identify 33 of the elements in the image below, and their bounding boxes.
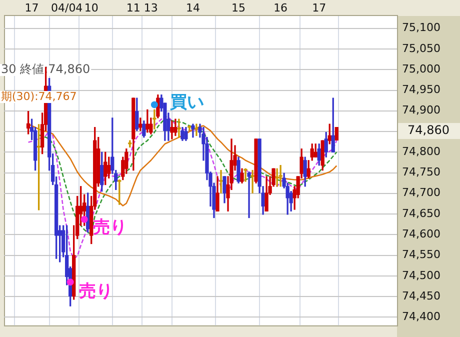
point	[66, 278, 74, 286]
line-series	[38, 118, 338, 234]
annotation: 買い	[169, 92, 204, 112]
x-tick-label: 17	[24, 1, 39, 14]
point	[150, 101, 158, 108]
y-tick-label: 74,600	[402, 228, 440, 240]
y-tick-label: 74,400	[402, 310, 440, 324]
y-tick-label: 74,950	[402, 83, 440, 96]
x-tick-label: 11	[126, 1, 140, 14]
y-tick-label: 74,550	[402, 248, 440, 262]
y-tick-label: 74,500	[402, 268, 440, 282]
x-tick-label: 14	[186, 1, 200, 14]
x-tick-label: 16	[274, 1, 288, 14]
y-tick-label: 74,650	[402, 206, 440, 220]
y-tick-label: 74,750	[402, 166, 440, 179]
text: 74,860	[408, 123, 450, 138]
x-tick-label: 13	[144, 1, 158, 14]
annotation: 売り	[93, 217, 127, 238]
point	[80, 216, 88, 223]
y-tick-label: 74,800	[402, 144, 440, 158]
y-tick-label: 74,450	[402, 289, 440, 302]
y-tick-label: 75,000	[402, 62, 440, 76]
y-tick-label: 75,100	[402, 21, 440, 34]
annotation: 売り	[79, 281, 113, 302]
y-tick-label: 75,050	[402, 42, 440, 55]
y-tick-label: 74,700	[402, 186, 440, 200]
x-tick-label: 15	[232, 1, 246, 14]
y-tick-label: 74,900	[402, 104, 440, 117]
line-series	[28, 116, 338, 260]
x-tick-label: 04/04	[50, 1, 83, 14]
annotation: 期(30):74,767	[1, 90, 77, 103]
x-tick-label: 17	[312, 1, 326, 14]
x-tick-label: 10	[84, 1, 98, 14]
